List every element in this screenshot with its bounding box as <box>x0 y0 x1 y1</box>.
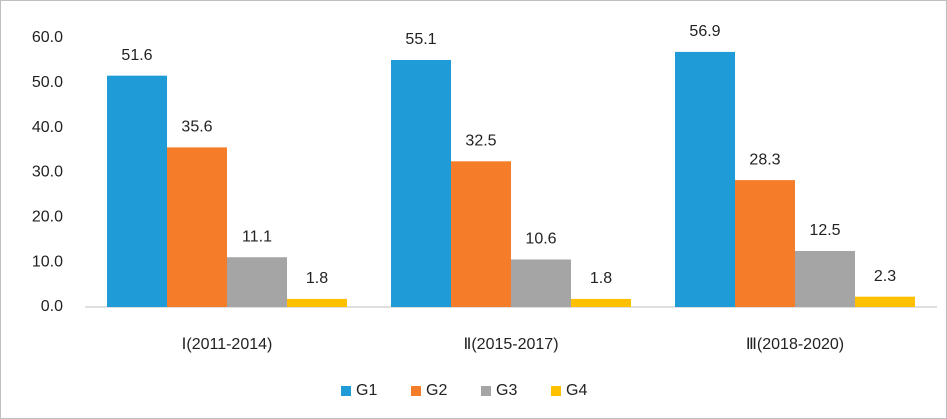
legend-label: G1 <box>356 382 377 399</box>
x-tick-label: Ⅲ(2018-2020) <box>746 336 844 353</box>
data-label: 32.5 <box>465 133 496 150</box>
bar <box>167 147 227 307</box>
data-label: 28.3 <box>749 151 780 168</box>
legend-swatch <box>341 386 351 396</box>
data-label: 35.6 <box>181 119 212 136</box>
x-tick-label: Ⅰ(2011-2014) <box>182 336 273 353</box>
data-label: 1.8 <box>590 270 612 287</box>
data-label: 11.1 <box>242 228 272 245</box>
bar <box>855 296 915 307</box>
bar <box>287 298 347 307</box>
data-label: 2.3 <box>874 268 896 285</box>
bar <box>227 257 287 307</box>
data-label: 55.1 <box>405 31 436 48</box>
data-label: 56.9 <box>689 23 720 40</box>
y-tick-label: 50.0 <box>32 74 63 91</box>
legend-label: G3 <box>496 382 517 399</box>
y-tick-label: 40.0 <box>32 119 63 136</box>
y-tick-label: 0.0 <box>41 298 63 315</box>
data-label: 51.6 <box>121 47 152 64</box>
bar <box>571 298 631 307</box>
legend-swatch <box>411 386 421 396</box>
bar <box>391 59 451 307</box>
y-tick-label: 10.0 <box>32 253 63 270</box>
y-tick-label: 60.0 <box>32 29 63 46</box>
legend-swatch <box>481 386 491 396</box>
bar <box>795 250 855 307</box>
legend-swatch <box>551 386 561 396</box>
bar <box>735 180 795 307</box>
y-tick-label: 30.0 <box>32 164 63 181</box>
data-label: 12.5 <box>809 222 840 239</box>
data-label: 1.8 <box>306 270 328 287</box>
bar <box>451 161 511 307</box>
bar <box>675 51 735 308</box>
data-label: 10.6 <box>525 231 556 248</box>
y-tick-label: 20.0 <box>32 209 63 226</box>
x-tick-label: Ⅱ(2015-2017) <box>463 336 558 353</box>
bar <box>511 259 571 307</box>
legend-label: G4 <box>566 382 587 399</box>
bar <box>107 75 167 307</box>
legend-label: G2 <box>426 382 447 399</box>
